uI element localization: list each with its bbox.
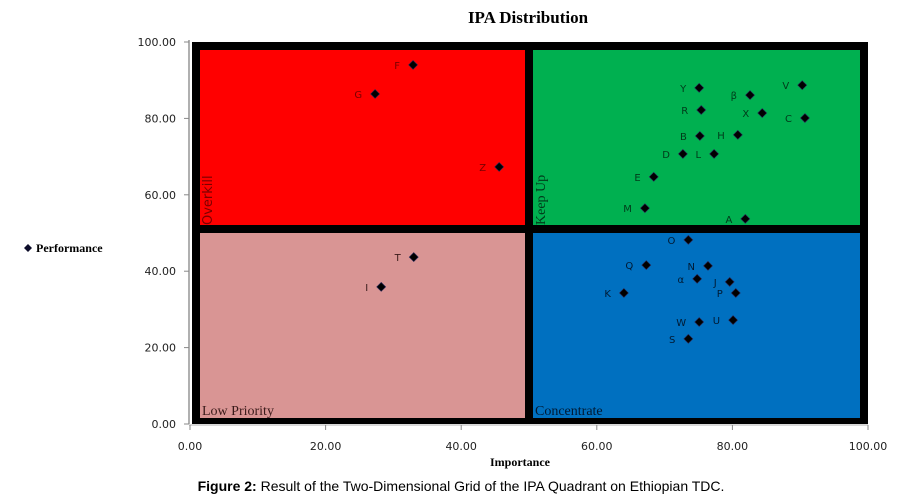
data-point [640, 203, 650, 214]
data-point [694, 82, 705, 93]
point-label: H [717, 131, 725, 142]
y-tick-label: 40.00 [145, 265, 177, 278]
data-point [494, 161, 505, 172]
data-point [641, 260, 652, 271]
data-point [732, 129, 743, 140]
caption-text: Result of the Two-Dimensional Grid of th… [256, 478, 725, 494]
point-label: L [696, 150, 702, 161]
point-label: F [394, 61, 400, 72]
point-label: A [725, 215, 732, 226]
quadrant-overkill [200, 50, 525, 225]
point-label: Y [679, 84, 687, 95]
data-point [694, 317, 705, 327]
y-tick-label: 60.00 [145, 189, 177, 202]
point-label: E [634, 173, 640, 184]
point-label: I [365, 283, 368, 294]
data-point [683, 333, 694, 344]
point-label: D [662, 150, 670, 161]
y-tick-label: 80.00 [145, 112, 177, 125]
point-label: M [623, 204, 632, 215]
data-point [730, 288, 741, 298]
y-tick-label: 0.00 [152, 418, 177, 431]
data-point [408, 252, 419, 262]
point-label: Z [479, 163, 486, 174]
data-point [648, 171, 659, 182]
point-label: O [667, 236, 675, 247]
point-label: T [394, 253, 402, 264]
data-point [692, 273, 703, 284]
points-layer: F G Z T I Yβ V R X C B H D L E M A O Q Nα J K P U WS [354, 59, 810, 346]
point-label: R [681, 106, 688, 117]
x-tick-label: 20.00 [310, 440, 342, 453]
quadrant-label-keep-up: Keep Up [534, 175, 549, 225]
data-point [757, 108, 768, 118]
axes-layer: 0.00 20.00 40.00 60.00 80.00 100.00 0.00 20.00 4… [138, 36, 888, 453]
data-point [703, 260, 713, 271]
legend: Performance [24, 241, 103, 255]
quadrant-label-concentrate: Concentrate [535, 404, 603, 419]
data-point [694, 131, 705, 141]
data-point [709, 149, 720, 159]
data-point [728, 315, 739, 326]
quadrant-label-low-priority: Low Priority [202, 404, 274, 419]
legend-marker-icon [24, 244, 32, 252]
data-point [408, 59, 418, 70]
caption-prefix: Figure 2: [197, 478, 257, 494]
point-label: C [785, 114, 792, 125]
point-label: S [669, 335, 675, 346]
x-tick-label: 100.00 [849, 440, 888, 453]
data-point [683, 234, 694, 245]
point-label: β [731, 91, 737, 102]
data-point [370, 89, 381, 99]
point-label: J [713, 278, 717, 289]
x-tick-label: 40.00 [445, 440, 477, 453]
point-label: P [717, 289, 723, 300]
quadrant-low-priority [200, 233, 525, 418]
point-label: α [678, 275, 685, 286]
data-point [696, 105, 707, 115]
x-tick-label: 80.00 [717, 440, 749, 453]
data-point [376, 281, 387, 292]
data-point [797, 80, 808, 91]
point-label: W [676, 318, 686, 329]
data-point [677, 149, 688, 159]
data-point [724, 276, 735, 287]
chart-title: IPA Distribution [468, 8, 589, 27]
data-point [745, 90, 755, 101]
quadrant-concentrate [533, 233, 860, 418]
y-tick-label: 20.00 [145, 342, 177, 355]
x-tick-label: 0.00 [178, 440, 203, 453]
figure-caption: Figure 2: Result of the Two-Dimensional … [0, 478, 922, 494]
point-label: Q [625, 261, 633, 272]
point-label: V [782, 81, 789, 92]
point-label: G [354, 90, 362, 101]
x-tick-label: 60.00 [581, 440, 613, 453]
point-label: X [742, 109, 749, 120]
x-axis-title: Importance [490, 455, 551, 469]
data-point [800, 113, 810, 123]
point-label: B [680, 132, 687, 143]
legend-label: Performance [36, 241, 103, 255]
point-label: K [604, 289, 611, 300]
y-tick-label: 100.00 [138, 36, 177, 49]
quadrant-label-overkill: Overkill [201, 175, 216, 225]
point-label: U [713, 316, 720, 327]
quadrant-layer: Overkill Keep Up Low Priority Concentrate [192, 42, 868, 424]
point-label: N [688, 262, 695, 273]
data-point [740, 213, 751, 224]
data-point [618, 288, 629, 298]
